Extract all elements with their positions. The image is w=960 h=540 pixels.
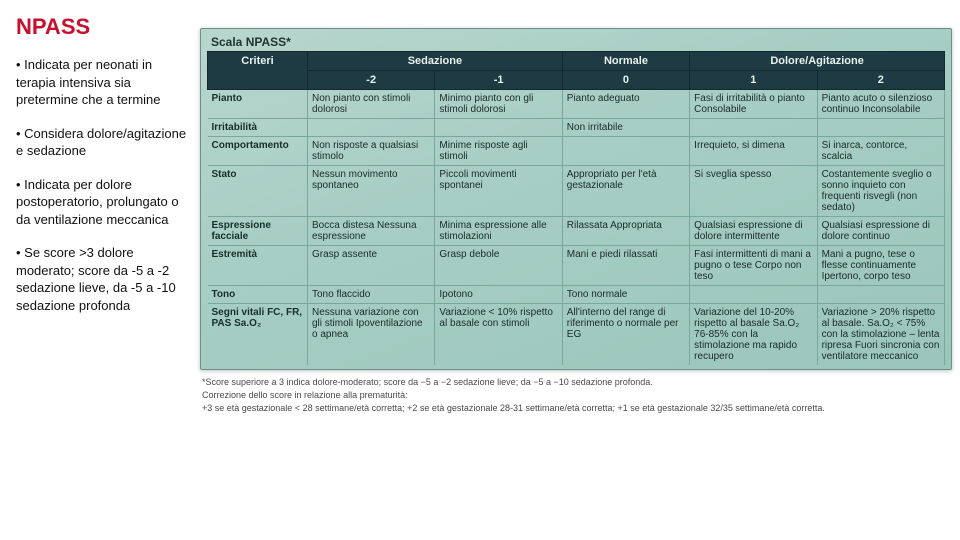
score-p2: 2 <box>817 71 944 90</box>
value-cell: Mani e piedi rilassati <box>562 246 689 286</box>
table-row: ComportamentoNon risposte a qualsiasi st… <box>208 137 945 166</box>
value-cell: Non risposte a qualsiasi stimolo <box>308 137 435 166</box>
bullet-1: • Indicata per neonati in terapia intens… <box>16 56 188 109</box>
value-cell: Qualsiasi espressione di dolore continuo <box>817 217 944 246</box>
value-cell: Variazione > 20% rispetto al basale. Sa.… <box>817 304 944 366</box>
value-cell <box>817 119 944 137</box>
value-cell: Tono normale <box>562 286 689 304</box>
criteria-cell: Stato <box>208 166 308 217</box>
footnote-3: +3 se età gestazionale < 28 settimane/et… <box>202 402 950 414</box>
value-cell: Minimo pianto con gli stimoli dolorosi <box>435 90 562 119</box>
table-scan: Scala NPASS* Criteri Sedazione Normale D… <box>200 28 952 370</box>
value-cell: Qualsiasi espressione di dolore intermit… <box>690 217 817 246</box>
bullet-2: • Considera dolore/agitazione e sedazion… <box>16 125 188 160</box>
value-cell <box>690 286 817 304</box>
value-cell: Bocca distesa Nessuna espressione <box>308 217 435 246</box>
value-cell: Nessuna variazione con gli stimoli Ipove… <box>308 304 435 366</box>
footnote-2: Correzione dello score in relazione alla… <box>202 389 950 401</box>
value-cell: All'interno del range di riferimento o n… <box>562 304 689 366</box>
footnote-1: *Score superiore a 3 indica dolore-moder… <box>202 376 950 388</box>
value-cell: Mani a pugno, tese o flesse continuament… <box>817 246 944 286</box>
value-cell: Grasp debole <box>435 246 562 286</box>
value-cell: Ipotono <box>435 286 562 304</box>
value-cell: Si sveglia spesso <box>690 166 817 217</box>
value-cell: Variazione < 10% rispetto al basale con … <box>435 304 562 366</box>
header-scores: -2 -1 0 1 2 <box>208 71 945 90</box>
value-cell <box>690 119 817 137</box>
value-cell: Variazione del 10-20% rispetto al basale… <box>690 304 817 366</box>
col-header-normale: Normale <box>562 52 689 71</box>
npass-table: Criteri Sedazione Normale Dolore/Agitazi… <box>207 51 945 365</box>
right-panel: Scala NPASS* Criteri Sedazione Normale D… <box>200 0 960 540</box>
value-cell: Non pianto con stimoli dolorosi <box>308 90 435 119</box>
col-header-sedazione: Sedazione <box>308 52 563 71</box>
score-p1: 1 <box>690 71 817 90</box>
left-panel: NPASS • Indicata per neonati in terapia … <box>0 0 200 540</box>
criteria-cell: Espressione facciale <box>208 217 308 246</box>
bullet-2-text: Considera dolore/agitazione e sedazione <box>16 126 186 159</box>
table-row: TonoTono flaccidoIpotonoTono normale <box>208 286 945 304</box>
footnotes: *Score superiore a 3 indica dolore-moder… <box>200 376 952 417</box>
criteria-cell: Estremità <box>208 246 308 286</box>
criteria-cell: Irritabilità <box>208 119 308 137</box>
page-root: NPASS • Indicata per neonati in terapia … <box>0 0 960 540</box>
criteria-cell: Comportamento <box>208 137 308 166</box>
value-cell: Pianto acuto o silenzioso continuo Incon… <box>817 90 944 119</box>
table-row: PiantoNon pianto con stimoli dolorosiMin… <box>208 90 945 119</box>
value-cell: Fasi di irritabilità o pianto Consolabil… <box>690 90 817 119</box>
value-cell: Piccoli movimenti spontanei <box>435 166 562 217</box>
value-cell <box>435 119 562 137</box>
bullet-4-text: Se score >3 dolore moderato; score da -5… <box>16 245 176 313</box>
bullet-1-text: Indicata per neonati in terapia intensiv… <box>16 57 161 107</box>
score-0: 0 <box>562 71 689 90</box>
value-cell: Pianto adeguato <box>562 90 689 119</box>
score-m2: -2 <box>308 71 435 90</box>
table-row: Irritabilità Non irritabile <box>208 119 945 137</box>
bullet-3-text: Indicata per dolore postoperatorio, prol… <box>16 177 179 227</box>
value-cell: Si inarca, contorce, scalcia <box>817 137 944 166</box>
value-cell <box>817 286 944 304</box>
value-cell: Rilassata Appropriata <box>562 217 689 246</box>
value-cell: Appropriato per l'età gestazionale <box>562 166 689 217</box>
value-cell: Minime risposte agli stimoli <box>435 137 562 166</box>
value-cell: Fasi intermittenti di mani a pugno o tes… <box>690 246 817 286</box>
header-groups: Criteri Sedazione Normale Dolore/Agitazi… <box>208 52 945 71</box>
score-m1: -1 <box>435 71 562 90</box>
value-cell: Non irritabile <box>562 119 689 137</box>
col-header-dolore: Dolore/Agitazione <box>690 52 945 71</box>
table-row: EstremitàGrasp assenteGrasp deboleMani e… <box>208 246 945 286</box>
table-row: Segni vitali FC, FR, PAS Sa.O₂Nessuna va… <box>208 304 945 366</box>
col-header-criteri: Criteri <box>208 52 308 90</box>
value-cell: Irrequieto, si dimena <box>690 137 817 166</box>
table-body: PiantoNon pianto con stimoli dolorosiMin… <box>208 90 945 366</box>
criteria-cell: Pianto <box>208 90 308 119</box>
table-row: Espressione faccialeBocca distesa Nessun… <box>208 217 945 246</box>
value-cell: Tono flaccido <box>308 286 435 304</box>
table-label: Scala NPASS* <box>207 35 945 49</box>
value-cell: Minima espressione alle stimolazioni <box>435 217 562 246</box>
value-cell: Nessun movimento spontaneo <box>308 166 435 217</box>
value-cell <box>562 137 689 166</box>
bullet-3: • Indicata per dolore postoperatorio, pr… <box>16 176 188 229</box>
value-cell: Grasp assente <box>308 246 435 286</box>
bullet-4: • Se score >3 dolore moderato; score da … <box>16 244 188 314</box>
value-cell <box>308 119 435 137</box>
criteria-cell: Tono <box>208 286 308 304</box>
value-cell: Costantemente sveglio o sonno inquieto c… <box>817 166 944 217</box>
table-row: StatoNessun movimento spontaneoPiccoli m… <box>208 166 945 217</box>
criteria-cell: Segni vitali FC, FR, PAS Sa.O₂ <box>208 304 308 366</box>
page-title: NPASS <box>16 14 188 40</box>
